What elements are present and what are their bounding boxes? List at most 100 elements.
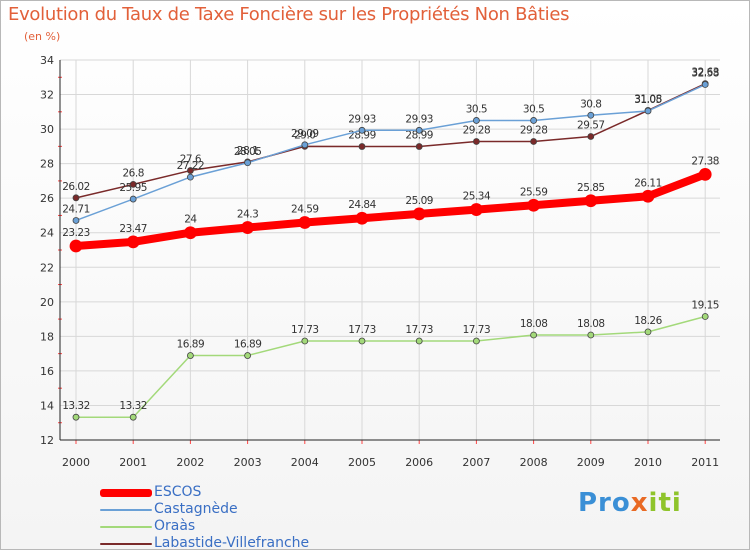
data-label-castagnede: 30.5 bbox=[466, 103, 487, 115]
y-tick-label: 28 bbox=[40, 158, 54, 171]
data-label-oraas: 13.32 bbox=[119, 400, 147, 412]
data-label-oraas: 19.15 bbox=[691, 300, 719, 312]
series-line-castagnede bbox=[75, 83, 706, 222]
data-point-escos bbox=[527, 198, 540, 212]
data-label-oraas: 17.73 bbox=[348, 324, 376, 336]
x-tick-label: 2006 bbox=[405, 456, 433, 469]
data-label-castagnede: 32.58 bbox=[691, 68, 719, 80]
data-point-labastide bbox=[587, 133, 595, 140]
data-point-castagnede bbox=[244, 159, 252, 167]
data-label-castagnede: 31.05 bbox=[634, 94, 662, 106]
data-label-escos: 24 bbox=[184, 214, 197, 226]
x-tick-label: 2009 bbox=[577, 456, 605, 469]
data-point-escos bbox=[126, 235, 140, 249]
data-point-labastide bbox=[358, 143, 366, 150]
legend-label-castagnede: Castagnède bbox=[154, 501, 238, 517]
data-point-castagnede bbox=[415, 126, 423, 134]
data-point-escos bbox=[469, 203, 483, 216]
data-point-castagnede bbox=[530, 117, 537, 124]
data-label-escos: 23.47 bbox=[119, 223, 147, 235]
data-point-castagnede bbox=[186, 173, 194, 181]
series-line-oraas bbox=[75, 315, 706, 418]
data-point-labastide bbox=[72, 194, 80, 202]
data-label-oraas: 18.26 bbox=[634, 315, 662, 327]
data-label-labastide: 32.63 bbox=[691, 67, 719, 79]
y-tick-label: 26 bbox=[40, 192, 54, 205]
data-label-oraas: 18.08 bbox=[520, 318, 548, 330]
data-label-castagnede: 29.93 bbox=[348, 113, 376, 125]
y-tick-label: 22 bbox=[40, 261, 54, 274]
data-point-labastide bbox=[186, 167, 194, 174]
legend-swatch-escos bbox=[100, 489, 152, 497]
data-point-escos bbox=[298, 216, 312, 229]
data-label-labastide: 27.6 bbox=[180, 154, 202, 166]
data-point-oraas bbox=[301, 337, 309, 345]
data-label-escos: 26.11 bbox=[634, 177, 662, 189]
data-point-castagnede bbox=[129, 195, 137, 203]
legend-swatch-oraas bbox=[100, 526, 152, 528]
data-point-oraas bbox=[415, 337, 423, 345]
data-label-oraas: 16.89 bbox=[177, 339, 205, 351]
unit-label: (en %) bbox=[24, 30, 61, 43]
data-label-oraas: 18.08 bbox=[577, 318, 605, 330]
legend-label-labastide: Labastide-Villefranche bbox=[154, 535, 310, 551]
x-tick-label: 2000 bbox=[62, 456, 90, 469]
logo-part-3: iti bbox=[648, 488, 682, 518]
data-label-oraas: 16.89 bbox=[234, 339, 262, 351]
data-point-labastide bbox=[129, 180, 137, 188]
legend-label-oraas: Oraàs bbox=[154, 518, 196, 534]
proxiti-logo: Proxiti bbox=[578, 488, 682, 518]
data-point-labastide bbox=[472, 138, 480, 145]
data-label-castagnede: 27.22 bbox=[177, 160, 205, 172]
series-line-labastide bbox=[75, 82, 706, 199]
data-point-oraas bbox=[358, 337, 366, 345]
y-tick-label: 32 bbox=[40, 89, 54, 102]
x-tick-label: 2010 bbox=[634, 456, 662, 469]
data-label-castagnede: 25.95 bbox=[119, 182, 147, 194]
data-label-escos: 25.85 bbox=[577, 182, 605, 194]
data-point-oraas bbox=[72, 413, 80, 421]
data-label-labastide: 26.02 bbox=[62, 181, 90, 193]
data-label-oraas: 17.73 bbox=[291, 324, 319, 336]
data-point-escos bbox=[69, 239, 83, 253]
data-point-oraas bbox=[701, 313, 709, 320]
data-point-oraas bbox=[129, 413, 137, 421]
data-point-labastide bbox=[415, 143, 423, 150]
data-point-oraas bbox=[186, 352, 194, 359]
data-label-labastide: 29.28 bbox=[463, 125, 491, 137]
data-label-castagnede: 28.05 bbox=[234, 146, 262, 158]
data-label-castagnede: 30.8 bbox=[580, 98, 601, 110]
x-tick-label: 2004 bbox=[291, 456, 319, 469]
data-point-escos bbox=[355, 211, 369, 225]
data-label-labastide: 29.57 bbox=[577, 120, 605, 132]
data-point-oraas bbox=[530, 331, 537, 339]
data-label-labastide: 31.08 bbox=[634, 93, 662, 105]
data-point-castagnede bbox=[701, 81, 709, 88]
data-label-castagnede: 29.09 bbox=[291, 128, 319, 140]
legend-label-escos: ESCOS bbox=[154, 484, 202, 500]
data-label-escos: 25.09 bbox=[405, 195, 433, 207]
data-label-escos: 25.59 bbox=[520, 186, 548, 198]
y-tick-label: 30 bbox=[40, 123, 54, 136]
data-label-escos: 24.3 bbox=[237, 209, 258, 221]
data-label-castagnede: 24.71 bbox=[62, 203, 90, 215]
logo-part-2: x bbox=[630, 488, 649, 518]
y-tick-label: 14 bbox=[40, 399, 54, 412]
y-tick-label: 20 bbox=[40, 296, 54, 309]
data-point-castagnede bbox=[72, 217, 80, 224]
x-tick-label: 2002 bbox=[176, 456, 204, 469]
y-tick-label: 34 bbox=[40, 54, 54, 67]
x-tick-label: 2005 bbox=[348, 456, 376, 469]
data-point-castagnede bbox=[358, 126, 366, 134]
y-tick-label: 16 bbox=[40, 365, 54, 378]
data-label-labastide: 29.28 bbox=[520, 125, 548, 137]
data-label-oraas: 17.73 bbox=[405, 324, 433, 336]
data-point-castagnede bbox=[472, 117, 480, 124]
x-tick-label: 2011 bbox=[691, 456, 719, 469]
data-label-escos: 24.59 bbox=[291, 204, 319, 216]
data-point-oraas bbox=[644, 328, 652, 336]
data-point-escos bbox=[584, 194, 598, 208]
data-point-oraas bbox=[472, 337, 480, 345]
data-point-oraas bbox=[587, 331, 595, 339]
